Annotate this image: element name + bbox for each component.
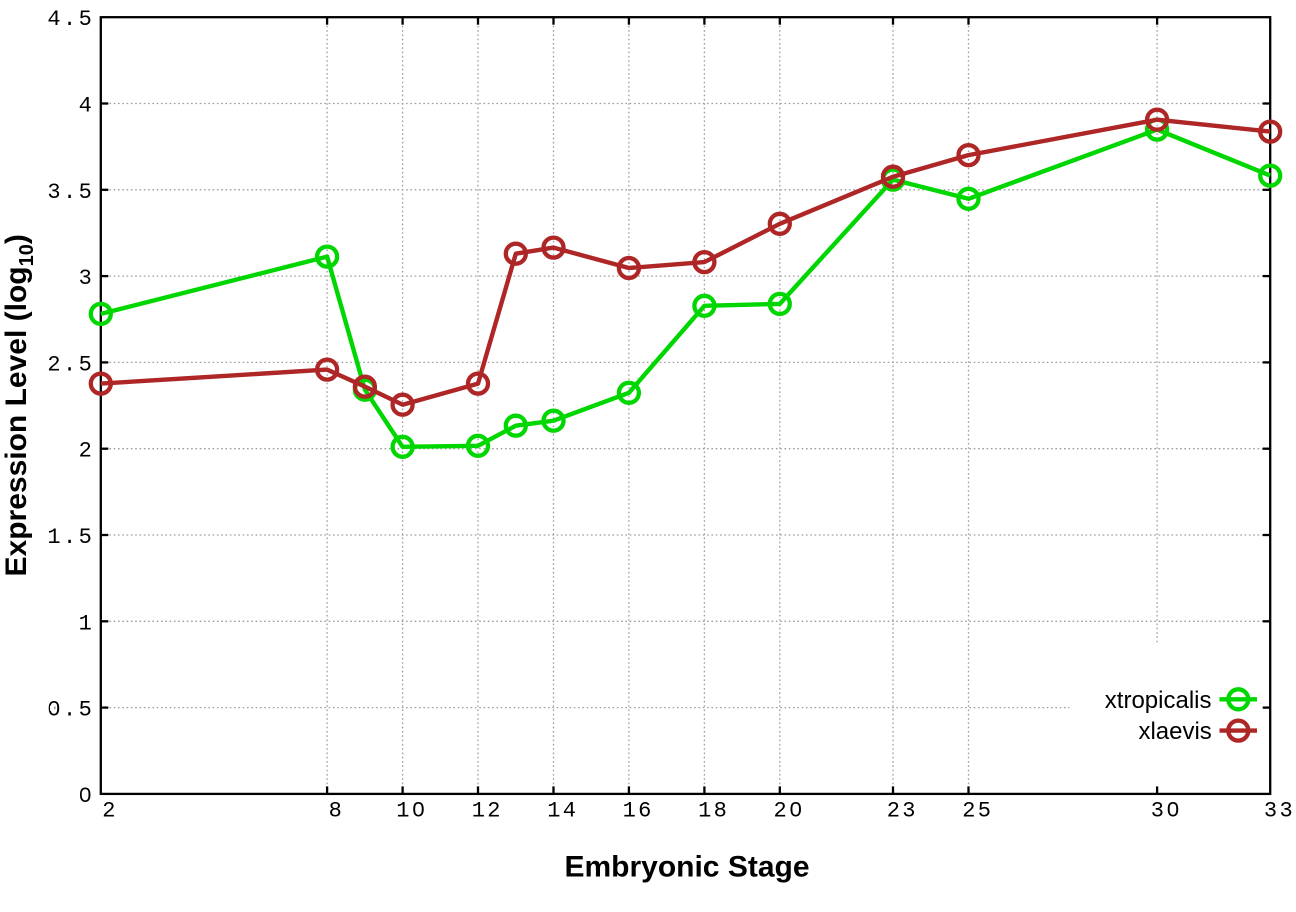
svg-text:18: 18 (698, 799, 729, 824)
svg-text:4.5: 4.5 (47, 7, 94, 32)
svg-text:3: 3 (79, 266, 95, 291)
svg-text:23: 23 (887, 799, 918, 824)
svg-text:xlaevis: xlaevis (1138, 718, 1211, 745)
svg-text:33: 33 (1264, 799, 1295, 824)
svg-text:14: 14 (547, 799, 578, 824)
svg-text:4: 4 (79, 94, 95, 119)
svg-text:10: 10 (396, 799, 427, 824)
svg-text:xtropicalis: xtropicalis (1105, 687, 1212, 714)
svg-text:25: 25 (962, 799, 993, 824)
svg-text:16: 16 (623, 799, 654, 824)
svg-text:2: 2 (102, 799, 118, 824)
svg-text:1.5: 1.5 (47, 525, 94, 550)
svg-text:2: 2 (79, 439, 95, 464)
svg-text:0.5: 0.5 (47, 698, 94, 723)
svg-text:2.5: 2.5 (47, 352, 94, 377)
svg-text:Expression Level (log10): Expression Level (log10) (0, 234, 38, 576)
svg-text:8: 8 (329, 799, 345, 824)
svg-text:Embryonic Stage: Embryonic Stage (564, 850, 809, 883)
svg-text:12: 12 (472, 799, 503, 824)
svg-text:3.5: 3.5 (47, 180, 94, 205)
svg-text:30: 30 (1151, 799, 1182, 824)
svg-text:20: 20 (773, 799, 804, 824)
svg-text:1: 1 (79, 611, 95, 636)
